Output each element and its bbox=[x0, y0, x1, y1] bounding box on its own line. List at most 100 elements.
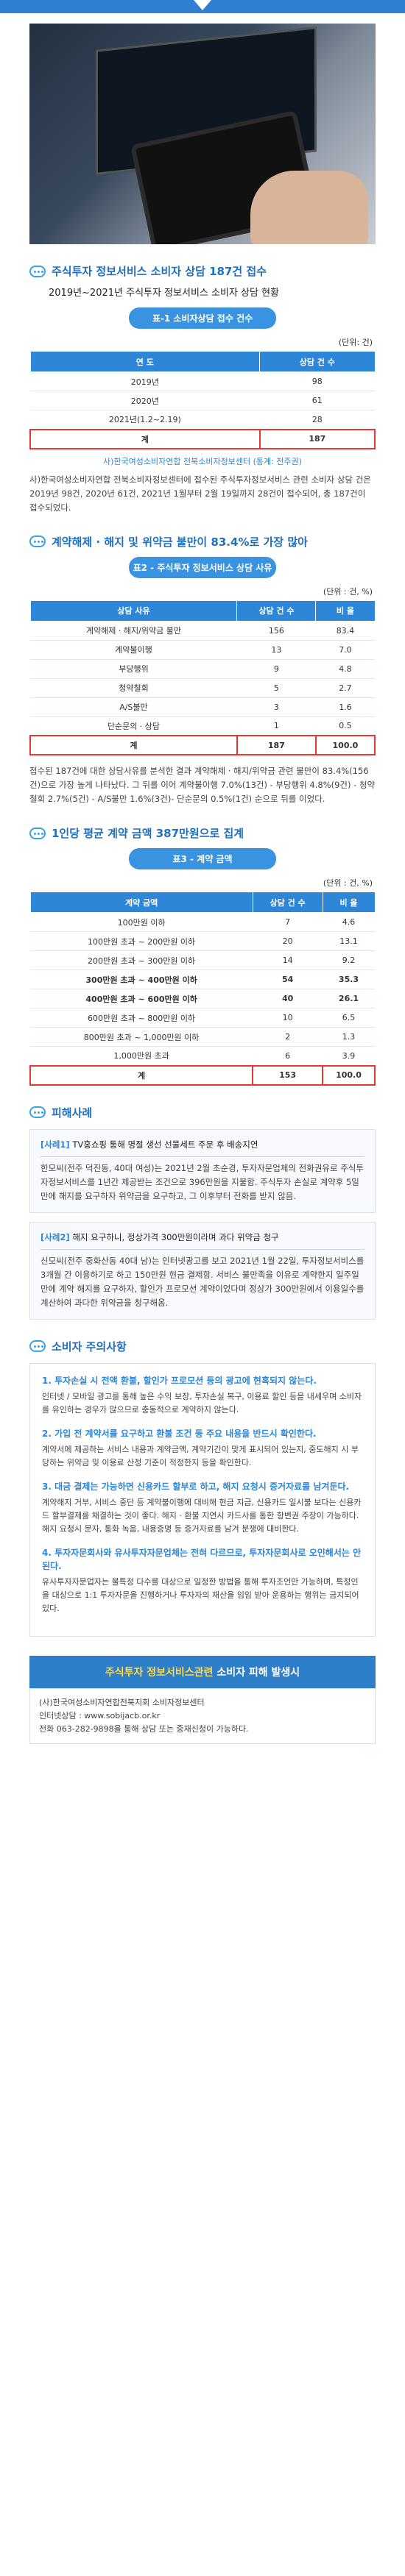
cell: 156 bbox=[236, 621, 316, 641]
section-subtitle: 2019년~2021년 주식투자 정보서비스 소비자 상담 현황 bbox=[49, 288, 280, 299]
cell: 14 bbox=[253, 950, 323, 970]
contact-org: (사)한국여성소비자연합전북지회 소비자정보센터 bbox=[39, 1697, 205, 1707]
cell: 35.3 bbox=[323, 969, 375, 989]
cell: 1 bbox=[236, 716, 316, 736]
table-total-row: 계 153 100.0 bbox=[29, 1064, 376, 1086]
table-caption: 표3 - 계약 금액 bbox=[129, 848, 276, 869]
tip-heading: 2. 가입 전 계약서를 요구하고 환불 조건 등 주요 내용을 반드시 확인한… bbox=[42, 1428, 317, 1439]
cell: 13 bbox=[236, 640, 316, 660]
tip-heading: 4. 투자자문회사와 유사투자자문업체는 전혀 다르므로, 투자자문회사로 오인… bbox=[42, 1547, 362, 1571]
cell: 40 bbox=[253, 989, 323, 1008]
cell: 61 bbox=[259, 391, 375, 410]
table-row: 300만원 초과 ~ 400만원 이하 54 35.3 bbox=[30, 969, 375, 989]
cell: 3 bbox=[236, 697, 316, 717]
cell: 계 bbox=[29, 735, 238, 755]
cell: 100.0 bbox=[314, 735, 376, 755]
section-cases: 피해사례 [사례1] TV홍쇼핑 통해 명절 생선 선물세트 주문 후 배송지연… bbox=[29, 1105, 376, 1320]
table-unit: (단위: 건) bbox=[338, 338, 373, 347]
cell: A/S불만 bbox=[30, 697, 237, 717]
case-tag: [사례1] bbox=[40, 1139, 70, 1150]
speech-bubble-icon bbox=[29, 1106, 46, 1118]
table-caption: 표2 - 주식투자 정보서비스 상담 사유 bbox=[129, 556, 276, 578]
cell: 200만원 초과 ~ 300만원 이하 bbox=[30, 950, 253, 970]
section-title: 주식투자 정보서비스 소비자 상담 187건 접수 bbox=[52, 265, 267, 278]
cell: 3.9 bbox=[323, 1046, 375, 1066]
table-row: 600만원 초과 ~ 800만원 이하 10 6.5 bbox=[30, 1008, 375, 1028]
cell: 2020년 bbox=[30, 391, 260, 410]
case-body: 한모씨(전주 덕진동, 40대 여성)는 2021년 2월 초순경, 투자자문업… bbox=[40, 1162, 364, 1201]
table-row: 200만원 초과 ~ 300만원 이하 14 9.2 bbox=[30, 950, 375, 970]
cell: 2021년(1.2~2.19) bbox=[30, 410, 260, 430]
table-row: 800만원 초과 ~ 1,000만원 이하 2 1.3 bbox=[30, 1027, 375, 1047]
cell: 98 bbox=[259, 371, 375, 391]
cell: 6 bbox=[253, 1046, 323, 1066]
column-header: 비 율 bbox=[322, 892, 376, 913]
table-row: 청약철회 5 2.7 bbox=[30, 678, 375, 698]
cell: 83.4 bbox=[315, 621, 375, 641]
contact-homepage: 인터넷상담 : www.sobijacb.or.kr bbox=[39, 1710, 161, 1721]
cell: 300만원 초과 ~ 400만원 이하 bbox=[30, 969, 253, 989]
tip-body: 인터넷 / 모바일 광고를 통해 높은 수익 보장, 투자손실 복구, 이용료 … bbox=[42, 1391, 362, 1415]
cell: 187 bbox=[236, 735, 317, 755]
table-row: 2019년 98 bbox=[30, 371, 375, 391]
tip-item: 1. 투자손실 시 전액 환불, 할인가 프로모션 등의 광고에 현혹되지 않는… bbox=[42, 1374, 363, 1417]
case-tag: [사례2] bbox=[40, 1231, 70, 1242]
table-caption: 표-1 소비자상담 접수 건수 bbox=[129, 307, 276, 329]
table-row: 부당행위 9 4.8 bbox=[30, 659, 375, 679]
banner-text: 소비자 피해 발생시 bbox=[216, 1666, 300, 1679]
cell: 7 bbox=[253, 912, 323, 932]
table-row: 100만원 이하 7 4.6 bbox=[30, 912, 375, 932]
section-title: 1인당 평균 계약 금액 387만원으로 집계 bbox=[52, 827, 244, 840]
tip-item: 4. 투자자문회사와 유사투자자문업체는 전혀 다르므로, 투자자문회사로 오인… bbox=[42, 1546, 363, 1615]
table-row: 400만원 초과 ~ 600만원 이하 40 26.1 bbox=[30, 989, 375, 1008]
cell: 0.5 bbox=[315, 716, 375, 736]
top-bar bbox=[0, 0, 405, 13]
table-total-row: 계 187 100.0 bbox=[29, 735, 376, 755]
cell: 9 bbox=[236, 659, 316, 679]
cell: 153 bbox=[252, 1064, 323, 1086]
tips-box: 1. 투자손실 시 전액 환불, 할인가 프로모션 등의 광고에 현혹되지 않는… bbox=[29, 1362, 376, 1637]
cell: 600만원 초과 ~ 800만원 이하 bbox=[30, 1008, 253, 1028]
cell: 2 bbox=[253, 1027, 323, 1047]
column-header: 비 율 bbox=[315, 599, 376, 622]
case-title-text: TV홍쇼핑 통해 명절 생선 선물세트 주문 후 배송지연 bbox=[72, 1139, 258, 1150]
cell: 4.6 bbox=[323, 912, 375, 932]
cell: 계 bbox=[29, 428, 261, 449]
section-amounts: 1인당 평균 계약 금액 387만원으로 집계 표3 - 계약 금액 (단위 :… bbox=[29, 825, 376, 1086]
speech-bubble-icon bbox=[29, 1340, 46, 1352]
cell: 2019년 bbox=[30, 371, 260, 391]
footer-banner: 주식투자 정보서비스관련 소비자 피해 발생시 bbox=[29, 1655, 376, 1688]
cell: 계약불이행 bbox=[30, 640, 237, 660]
section-title: 피해사례 bbox=[52, 1106, 93, 1120]
cell: 부당행위 bbox=[30, 659, 237, 679]
section-reasons: 계약해제 · 해지 및 위약금 불만이 83.4%로 가장 많아 표2 - 주식… bbox=[29, 534, 376, 807]
chevron-down-icon bbox=[194, 0, 211, 10]
table-unit: (단위 : 건, %) bbox=[323, 878, 373, 888]
cell: 5 bbox=[236, 678, 316, 698]
column-header: 상담 건 수 bbox=[259, 351, 376, 372]
column-header: 상담 건 수 bbox=[252, 892, 323, 913]
tip-item: 3. 대금 결제는 가능하면 신용카드 할부로 하고, 해지 요청시 증거자료를… bbox=[42, 1480, 363, 1536]
cell: 20 bbox=[253, 931, 323, 951]
cell: 1.3 bbox=[323, 1027, 375, 1047]
table-row: 1,000만원 초과 6 3.9 bbox=[30, 1046, 375, 1066]
cell: 28 bbox=[259, 410, 375, 430]
tip-heading: 3. 대금 결제는 가능하면 신용카드 할부로 하고, 해지 요청시 증거자료를… bbox=[42, 1481, 350, 1492]
hero-image bbox=[29, 24, 376, 244]
table-row: 단순문의 · 상담 1 0.5 bbox=[30, 716, 375, 736]
case-body: 신모씨(전주 중화산동 40대 남)는 인터넷광고를 보고 2021년 1월 2… bbox=[40, 1255, 364, 1308]
table-total-row: 계 187 bbox=[29, 428, 376, 449]
cell: 계 bbox=[29, 1064, 254, 1086]
speech-bubble-icon bbox=[29, 827, 46, 839]
cell: 계약해제 · 해지/위약금 불만 bbox=[30, 621, 237, 641]
cell: 13.1 bbox=[323, 931, 375, 951]
tip-body: 계약서에 제공하는 서비스 내용과 계약금액, 계약기간이 맞게 표시되어 있는… bbox=[42, 1444, 359, 1467]
cell: 100.0 bbox=[322, 1064, 376, 1086]
tip-heading: 1. 투자손실 시 전액 환불, 할인가 프로모션 등의 광고에 현혹되지 않는… bbox=[42, 1375, 317, 1386]
table-row: A/S불만 3 1.6 bbox=[30, 697, 375, 717]
tip-item: 2. 가입 전 계약서를 요구하고 환불 조건 등 주요 내용을 반드시 확인한… bbox=[42, 1427, 363, 1470]
cell: 7.0 bbox=[315, 640, 375, 660]
section-consultations: 주식투자 정보서비스 소비자 상담 187건 접수 2019년~2021년 주식… bbox=[29, 263, 376, 515]
cell: 2.7 bbox=[315, 678, 375, 698]
cell: 54 bbox=[253, 969, 323, 989]
